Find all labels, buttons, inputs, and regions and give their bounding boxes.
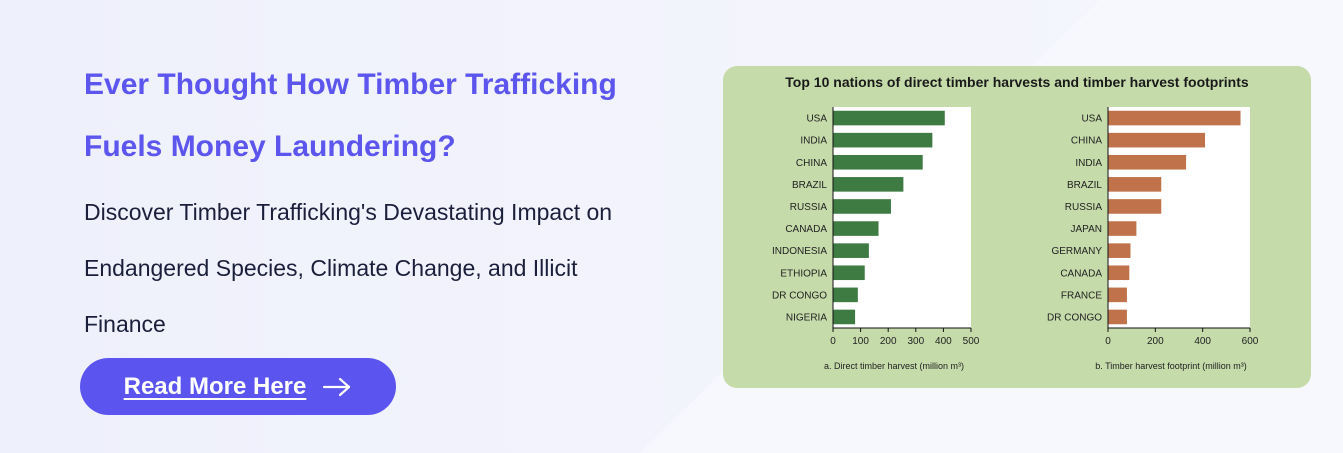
- bar-b-10: [1108, 309, 1127, 325]
- bar-a-6: [833, 221, 879, 236]
- read-more-label: Read More Here: [123, 372, 307, 400]
- tick-label-b-1: 0: [1105, 336, 1111, 347]
- bar-b-2: [1108, 132, 1206, 148]
- category-label-b-7: GERMANY: [1051, 246, 1102, 257]
- chart-panel-a: USA INDIA CHINA BRAZIL RUSSIA CANADA INDONESIA…: [772, 107, 980, 371]
- x-axis-title-a: a. Direct timber harvest (million m³): [824, 361, 964, 371]
- bar-b-7: [1108, 243, 1131, 258]
- bar-a-2: [833, 132, 933, 148]
- category-label-a-7: INDONESIA: [772, 246, 827, 257]
- category-label-a-4: BRAZIL: [792, 180, 827, 191]
- subtext-line-3: Finance: [84, 311, 166, 337]
- tick-label-b-4: 600: [1242, 336, 1259, 347]
- category-label-b-10: DR CONGO: [1047, 312, 1102, 323]
- category-label-b-8: CANADA: [1060, 268, 1102, 279]
- bar-b-8: [1108, 265, 1130, 281]
- bar-b-3: [1108, 154, 1187, 170]
- tick-label-b-2: 200: [1147, 336, 1164, 347]
- tick-label-a-4: 300: [907, 336, 924, 347]
- chart-title: Top 10 nations of direct timber harvests…: [785, 74, 1249, 90]
- tick-label-a-3: 200: [880, 336, 897, 347]
- headline: Ever Thought How Timber Trafficking Fuel…: [84, 54, 704, 178]
- category-label-b-6: JAPAN: [1071, 224, 1103, 235]
- category-label-a-2: INDIA: [800, 136, 827, 147]
- subtext: Discover Timber Trafficking's Devastatin…: [84, 184, 714, 352]
- subtext-line-2: Endangered Species, Climate Change, and …: [84, 255, 578, 281]
- tick-label-a-5: 400: [935, 336, 952, 347]
- chart-card: Top 10 nations of direct timber harvests…: [723, 66, 1311, 388]
- bar-b-6: [1108, 221, 1137, 236]
- read-more-button[interactable]: Read More Here: [80, 358, 396, 415]
- tick-label-b-3: 400: [1194, 336, 1211, 347]
- x-axis-title-b: b. Timber harvest footprint (million m³): [1095, 361, 1247, 371]
- bar-a-5: [833, 199, 891, 214]
- category-label-a-10: NIGERIA: [786, 312, 827, 323]
- bar-b-1: [1108, 110, 1241, 126]
- category-label-b-1: USA: [1081, 114, 1102, 125]
- category-label-a-9: DR CONGO: [772, 290, 827, 301]
- category-label-b-2: CHINA: [1071, 136, 1102, 147]
- category-label-a-1: USA: [806, 114, 827, 125]
- timber-chart: Top 10 nations of direct timber harvests…: [772, 74, 1259, 371]
- category-label-a-8: ETHIOPIA: [780, 268, 827, 279]
- bar-a-10: [833, 309, 856, 325]
- category-label-a-3: CHINA: [796, 158, 827, 169]
- tick-label-a-6: 500: [963, 336, 980, 347]
- bar-a-8: [833, 265, 865, 281]
- chart-panel-b: USA CHINA INDIA BRAZIL RUSSIA JAPAN GERMANY CAN…: [1047, 107, 1259, 371]
- category-label-a-5: RUSSIA: [790, 202, 828, 213]
- tick-label-a-2: 100: [852, 336, 869, 347]
- category-label-b-3: INDIA: [1075, 158, 1102, 169]
- category-label-a-6: CANADA: [785, 224, 827, 235]
- bar-a-3: [833, 154, 923, 170]
- bar-a-7: [833, 243, 869, 258]
- subtext-line-1: Discover Timber Trafficking's Devastatin…: [84, 199, 613, 225]
- category-label-b-5: RUSSIA: [1065, 202, 1103, 213]
- bar-a-4: [833, 177, 904, 192]
- bar-b-5: [1108, 199, 1162, 214]
- category-label-b-9: FRANCE: [1061, 290, 1102, 301]
- arrow-right-icon: [323, 377, 351, 396]
- category-label-b-4: BRAZIL: [1067, 180, 1102, 191]
- bar-b-9: [1108, 287, 1127, 303]
- headline-line-2: Fuels Money Laundering?: [84, 130, 456, 163]
- tick-label-a-1: 0: [830, 336, 836, 347]
- bar-a-9: [833, 287, 858, 303]
- bar-a-1: [833, 110, 945, 126]
- headline-line-1: Ever Thought How Timber Trafficking: [84, 68, 617, 101]
- bar-b-4: [1108, 177, 1162, 192]
